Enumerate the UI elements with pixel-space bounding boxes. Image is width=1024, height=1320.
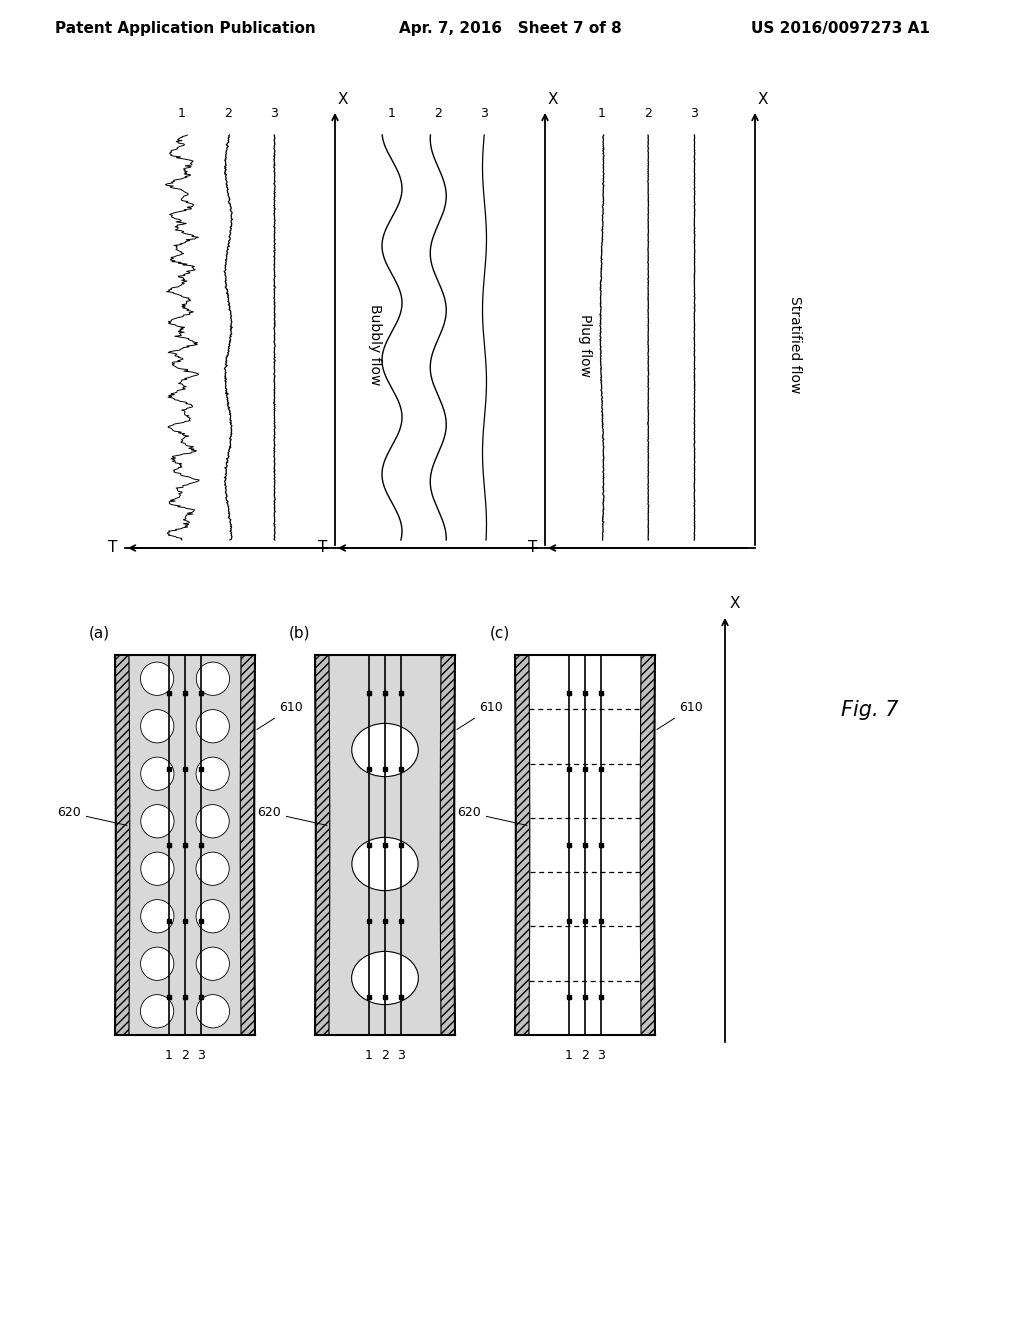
Text: 2: 2	[181, 1049, 189, 1063]
Circle shape	[196, 900, 229, 933]
Circle shape	[140, 758, 174, 791]
Text: 1: 1	[388, 107, 396, 120]
Text: 3: 3	[690, 107, 698, 120]
Circle shape	[197, 995, 229, 1028]
Polygon shape	[115, 655, 130, 1035]
Text: 620: 620	[457, 807, 527, 825]
Ellipse shape	[352, 837, 418, 891]
Text: Apr. 7, 2016   Sheet 7 of 8: Apr. 7, 2016 Sheet 7 of 8	[398, 21, 622, 36]
Text: (b): (b)	[289, 626, 310, 640]
Circle shape	[140, 710, 174, 743]
Text: T: T	[527, 540, 537, 556]
Ellipse shape	[351, 952, 419, 1005]
Text: 1: 1	[565, 1049, 572, 1063]
Polygon shape	[529, 655, 641, 1035]
Circle shape	[196, 853, 229, 886]
Text: 2: 2	[224, 107, 232, 120]
Text: Plug flow: Plug flow	[578, 314, 592, 376]
Text: Fig. 7: Fig. 7	[842, 700, 899, 719]
Text: 1: 1	[598, 107, 606, 120]
Circle shape	[140, 948, 174, 981]
Text: Stratified flow: Stratified flow	[788, 296, 802, 393]
Text: X: X	[730, 595, 740, 610]
Polygon shape	[515, 655, 529, 1035]
Circle shape	[196, 758, 229, 791]
Polygon shape	[440, 655, 455, 1035]
Circle shape	[140, 663, 174, 696]
Circle shape	[140, 805, 174, 838]
Text: 3: 3	[480, 107, 488, 120]
Text: (a): (a)	[89, 626, 110, 640]
Circle shape	[197, 710, 229, 743]
Circle shape	[140, 900, 174, 933]
Text: 2: 2	[644, 107, 652, 120]
Text: 1: 1	[365, 1049, 373, 1063]
Text: 620: 620	[57, 807, 127, 825]
Text: T: T	[108, 540, 117, 556]
Text: 2: 2	[381, 1049, 389, 1063]
Polygon shape	[329, 655, 441, 1035]
Text: 1: 1	[165, 1049, 173, 1063]
Text: 610: 610	[457, 701, 503, 730]
Text: X: X	[548, 92, 558, 107]
Text: 3: 3	[597, 1049, 605, 1063]
Polygon shape	[241, 655, 255, 1035]
Text: 1: 1	[178, 107, 186, 120]
Text: T: T	[317, 540, 327, 556]
Text: X: X	[338, 92, 348, 107]
Text: 610: 610	[656, 701, 703, 730]
Text: Bubbly flow: Bubbly flow	[368, 305, 382, 385]
Circle shape	[197, 948, 229, 981]
Text: 2: 2	[581, 1049, 589, 1063]
Text: X: X	[758, 92, 768, 107]
Polygon shape	[129, 655, 241, 1035]
Polygon shape	[315, 655, 330, 1035]
Text: (c): (c)	[489, 626, 510, 640]
Circle shape	[196, 805, 229, 838]
Circle shape	[197, 663, 229, 696]
Text: 3: 3	[397, 1049, 404, 1063]
Text: 3: 3	[270, 107, 279, 120]
Circle shape	[140, 995, 174, 1028]
Text: 620: 620	[257, 807, 327, 825]
Text: 2: 2	[434, 107, 442, 120]
Ellipse shape	[351, 723, 418, 776]
Circle shape	[140, 853, 174, 886]
Text: 610: 610	[257, 701, 303, 730]
Text: US 2016/0097273 A1: US 2016/0097273 A1	[751, 21, 930, 36]
Text: 3: 3	[197, 1049, 205, 1063]
Polygon shape	[640, 655, 655, 1035]
Text: Patent Application Publication: Patent Application Publication	[54, 21, 315, 36]
